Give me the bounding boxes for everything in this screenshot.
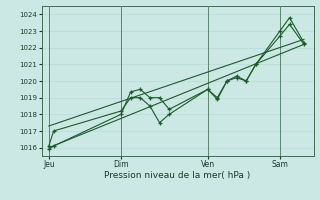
X-axis label: Pression niveau de la mer( hPa ): Pression niveau de la mer( hPa ) (104, 171, 251, 180)
